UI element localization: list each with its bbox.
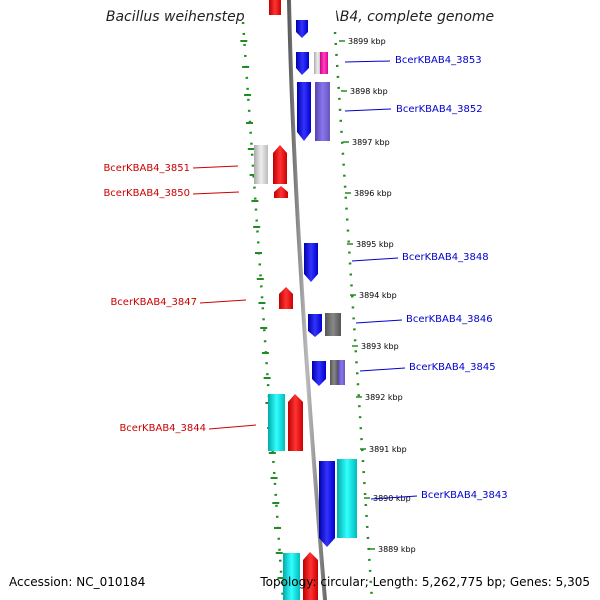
gene-3845-c[interactable] bbox=[338, 360, 345, 385]
gene-3853-c[interactable] bbox=[320, 52, 328, 74]
gene-top-blue[interactable] bbox=[296, 20, 308, 38]
gene-3844[interactable] bbox=[288, 394, 303, 451]
kbp-label: 3895 kbp bbox=[356, 240, 394, 249]
gene-3845[interactable] bbox=[312, 361, 326, 386]
gene-leader-line bbox=[199, 299, 247, 304]
gene-leader-line bbox=[208, 424, 257, 430]
gene-leader-line bbox=[351, 257, 399, 262]
gene-3851-gray[interactable] bbox=[254, 145, 268, 184]
kbp-label: 3889 kbp bbox=[378, 545, 416, 554]
gene-3844-cyan[interactable] bbox=[268, 394, 285, 451]
kbp-label: 3897 kbp bbox=[352, 138, 390, 147]
right-scale-dots bbox=[333, 31, 374, 600]
kbp-label: 3896 kbp bbox=[354, 189, 392, 198]
kbp-label: 3898 kbp bbox=[350, 87, 388, 96]
gene-leader-line bbox=[192, 165, 239, 169]
gene-3843[interactable] bbox=[319, 461, 335, 547]
gene-3848[interactable] bbox=[304, 243, 318, 282]
topology-text: Topology: circular; Length: 5,262,775 bp… bbox=[260, 575, 590, 589]
gene-label[interactable]: BcerKBAB4_3851 bbox=[103, 163, 190, 174]
accession-text: Accession: NC_010184 bbox=[9, 575, 146, 589]
gene-label[interactable]: BcerKBAB4_3853 bbox=[395, 55, 482, 66]
gene-label[interactable]: BcerKBAB4_3847 bbox=[110, 297, 197, 308]
genome-backbone[interactable] bbox=[287, 0, 327, 600]
gene-leader-line bbox=[370, 495, 418, 500]
gene-leader-line bbox=[359, 367, 406, 372]
gene-3843-cyan[interactable] bbox=[337, 459, 357, 538]
gene-leader-line bbox=[344, 60, 391, 63]
gene-bottom-cyan[interactable] bbox=[283, 553, 300, 600]
gene-3845-b[interactable] bbox=[330, 360, 338, 385]
kbp-label: 3890 kbp bbox=[373, 494, 411, 503]
gene-leader-line bbox=[344, 108, 392, 112]
gene-3853-a[interactable] bbox=[296, 52, 309, 75]
gene-label[interactable]: BcerKBAB4_3844 bbox=[119, 423, 206, 434]
gene-3847[interactable] bbox=[279, 287, 293, 309]
gene-label[interactable]: BcerKBAB4_3845 bbox=[409, 362, 496, 373]
gene-3850[interactable] bbox=[274, 186, 288, 198]
gene-label[interactable]: BcerKBAB4_3846 bbox=[406, 314, 493, 325]
gene-3851[interactable] bbox=[273, 145, 287, 184]
gene-bottom-red[interactable] bbox=[303, 552, 318, 600]
gene-3852-b[interactable] bbox=[315, 82, 330, 141]
gene-label[interactable]: BcerKBAB4_3848 bbox=[402, 252, 489, 263]
gene-label[interactable]: BcerKBAB4_3850 bbox=[103, 188, 190, 199]
kbp-label: 3899 kbp bbox=[348, 37, 386, 46]
gene-top-red[interactable] bbox=[269, 0, 281, 15]
gene-3846[interactable] bbox=[308, 314, 322, 337]
gene-label[interactable]: BcerKBAB4_3843 bbox=[421, 490, 508, 501]
gene-3846-b[interactable] bbox=[325, 313, 341, 336]
kbp-label: 3891 kbp bbox=[369, 445, 407, 454]
kbp-label: 3892 kbp bbox=[365, 393, 403, 402]
gene-label[interactable]: BcerKBAB4_3852 bbox=[396, 104, 483, 115]
kbp-label: 3894 kbp bbox=[359, 291, 397, 300]
gene-leader-line bbox=[192, 191, 240, 195]
kbp-label: 3893 kbp bbox=[361, 342, 399, 351]
gene-leader-line bbox=[355, 319, 403, 324]
gene-3853-b[interactable] bbox=[314, 52, 321, 74]
gene-3852[interactable] bbox=[297, 82, 311, 141]
